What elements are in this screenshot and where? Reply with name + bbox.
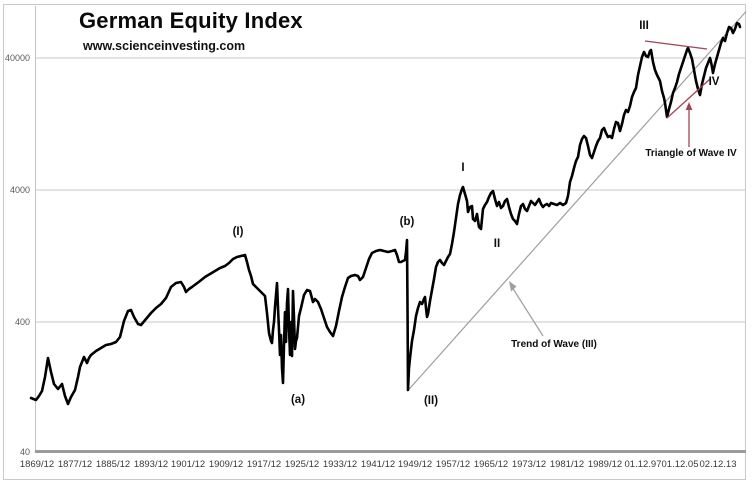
chart-frame — [3, 4, 746, 480]
y-axis-tick-label: 4000 — [9, 185, 30, 195]
x-axis-tick-label: 1869/12 — [19, 459, 55, 470]
x-axis-tick-label: 01.12.97 — [624, 459, 662, 470]
x-axis-tick-label: 1957/12 — [435, 459, 471, 470]
x-axis-tick-label: 1909/12 — [208, 459, 244, 470]
wave-label-(a): (a) — [290, 394, 306, 406]
x-axis-tick-label: 1949/12 — [397, 459, 433, 470]
x-axis-tick-label: 1965/12 — [473, 459, 509, 470]
trend-callout-arrow-line — [511, 286, 544, 337]
gridlines — [35, 57, 746, 323]
triangle-callout-arrowhead — [685, 102, 693, 110]
chart-title: German Equity Index — [79, 8, 303, 33]
y-axis-tick-label: 40 — [19, 447, 30, 457]
y-axis-tick-label: 40000 — [4, 53, 30, 63]
x-axis-tick-label: 1877/12 — [57, 459, 93, 470]
x-axis-tick-label: 01.12.05 — [661, 459, 699, 470]
wave-label-(I): (I) — [232, 226, 244, 238]
x-axis-tick-label: 1901/12 — [170, 459, 206, 470]
x-axis-tick-label: 1885/12 — [95, 459, 131, 470]
wave-label-(b): (b) — [399, 216, 415, 228]
triangle-lower-line — [666, 78, 711, 119]
wave-label-IV: IV — [708, 76, 720, 88]
x-axis-tick-label: 02.12.13 — [699, 459, 737, 470]
x-axis-tick-label: 1989/12 — [587, 459, 623, 470]
wave-label-III: III — [639, 20, 649, 32]
triangle-upper-line — [644, 40, 708, 50]
x-axis-tick-label: 1981/12 — [549, 459, 585, 470]
callout-trend-of-wave-iii: Trend of Wave (III) — [511, 339, 597, 350]
y-axis-tick-label: 400 — [14, 317, 30, 327]
price-line — [29, 21, 742, 406]
callout-triangle-of-wave-iv: Triangle of Wave IV — [645, 148, 737, 159]
wave-label-I: I — [461, 162, 465, 174]
x-axis-tick-label: 1933/12 — [322, 459, 358, 470]
trend-line-of-wave-iii — [407, 11, 747, 392]
trend-callout-arrowhead — [509, 281, 517, 292]
x-axis-tick-label: 1893/12 — [133, 459, 169, 470]
wave-label-II: II — [493, 238, 501, 250]
x-axis-tick-label: 1973/12 — [511, 459, 547, 470]
x-axis-tick-label: 1917/12 — [246, 459, 282, 470]
watermark-url: www.scienceinvesting.com — [83, 39, 246, 53]
x-axis-tick-label: 1941/12 — [360, 459, 396, 470]
x-axis-tick-label: 1925/12 — [284, 459, 320, 470]
wave-label-(II): (II) — [423, 395, 439, 407]
